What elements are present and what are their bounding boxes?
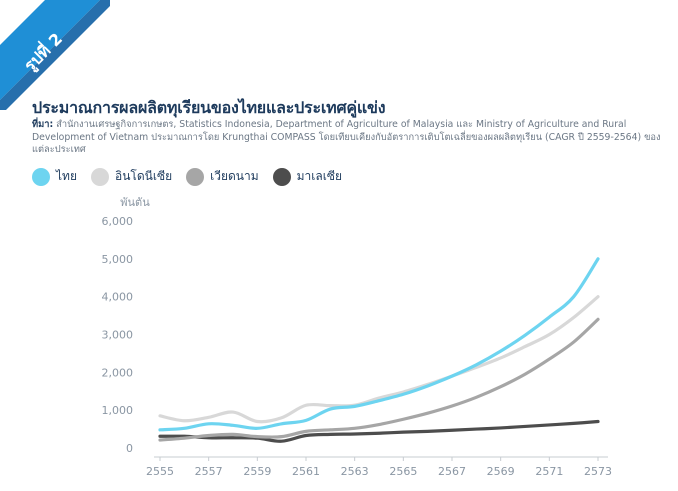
x-tick-label: 2565 <box>389 465 417 478</box>
legend-swatch <box>90 167 109 186</box>
x-tick-label: 2563 <box>341 465 369 478</box>
series-line-2 <box>158 295 600 424</box>
legend-item: มาเลเซีย <box>272 167 343 186</box>
legend-swatch <box>272 167 291 186</box>
x-tick-label: 2559 <box>243 465 271 478</box>
legend-label: มาเลเซีย <box>296 169 343 183</box>
source-text: สำนักงานเศรษฐกิจการเกษตร, Statistics Ind… <box>32 119 661 155</box>
legend-swatch <box>186 167 205 186</box>
legend-label: อินโดนีเซีย <box>114 169 173 183</box>
x-tick-label: 2571 <box>535 465 563 478</box>
source-note: ที่มา: สำนักงานเศรษฐกิจการเกษตร, Statist… <box>32 119 672 157</box>
y-tick-label: 4,000 <box>102 291 134 304</box>
figure-badge: รูปที่ 2 <box>0 0 110 110</box>
legend-label: เวียดนาม <box>210 169 259 183</box>
x-tick-label: 2557 <box>195 465 223 478</box>
y-tick-label: 1,000 <box>102 404 134 417</box>
legend-item: ไทย <box>32 167 77 186</box>
series-line-3 <box>158 317 600 442</box>
y-axis-label: พันตัน <box>120 196 150 209</box>
chart-legend: ไทย อินโดนีเซีย เวียดนาม มาเลเซีย <box>32 167 356 186</box>
x-tick-label: 2573 <box>584 465 612 478</box>
y-tick-label: 0 <box>126 442 133 455</box>
legend-label: ไทย <box>56 169 77 183</box>
x-tick-label: 2561 <box>292 465 320 478</box>
x-tick-label: 2555 <box>146 465 174 478</box>
series-line-4 <box>158 419 600 443</box>
y-tick-label: 6,000 <box>102 215 134 228</box>
source-prefix: ที่มา: <box>32 119 54 130</box>
y-tick-label: 5,000 <box>102 253 134 266</box>
series-line-1 <box>158 257 600 432</box>
legend-item: เวียดนาม <box>186 167 259 186</box>
y-tick-label: 2,000 <box>102 366 134 379</box>
y-tick-label: 3,000 <box>102 329 134 342</box>
legend-swatch <box>32 167 50 186</box>
legend-item: อินโดนีเซีย <box>90 167 173 186</box>
chart-title: ประมาณการผลผลิตทุเรียนของไทยและประเทศคู่… <box>32 98 386 117</box>
x-tick-label: 2569 <box>487 465 515 478</box>
x-tick-label: 2567 <box>438 465 466 478</box>
